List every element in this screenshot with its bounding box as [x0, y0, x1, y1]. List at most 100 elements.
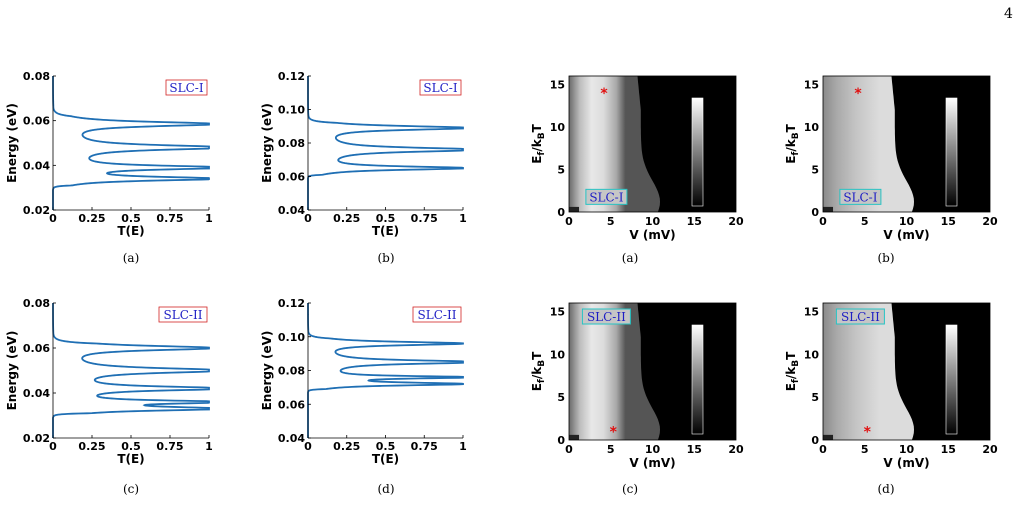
colorbar-tick-label: 60 [961, 321, 975, 332]
x-axis-label: V (mV) [883, 228, 929, 242]
map-panel: 0 5 10 15 20 0 5 10 15 V (mV) Ef/kBT 0 0.1 0.2 0.3P (M… [530, 302, 744, 496]
x-tick-label: 0.25 [78, 440, 105, 453]
colorbar-tick-label: 0.1 [707, 394, 725, 405]
y-tick-label: 0.04 [278, 204, 305, 217]
subfigure-caption: (a) [622, 251, 639, 265]
x-tick-label: 0 [565, 215, 573, 228]
x-tick-label: 0 [49, 440, 57, 453]
y-axis-label-part: E [784, 383, 798, 391]
y-axis-label: Ef/kBT [530, 351, 547, 391]
subfigure-caption: (c) [622, 482, 638, 496]
slc-label: SLC-I [589, 190, 623, 204]
y-tick-label: 0.10 [278, 104, 305, 117]
optimum-marker: * [600, 86, 608, 102]
map-region [823, 303, 914, 440]
x-tick-label: 0.25 [333, 212, 360, 225]
slc-label: SLC-I [423, 81, 457, 95]
x-tick-label: 20 [982, 215, 998, 228]
map-region [823, 76, 914, 212]
x-axis-label: T(E) [117, 224, 144, 238]
colorbar [945, 97, 958, 207]
map-frame [822, 302, 991, 441]
colorbar-tick-label: 0.3 [707, 121, 725, 132]
y-axis-label: Energy (eV) [5, 103, 19, 183]
slc-label-box [839, 188, 882, 205]
y-tick-label: 15 [804, 79, 819, 92]
y-tick-label: 0 [557, 206, 565, 219]
transmission-curve [52, 76, 210, 210]
y-tick-label: 15 [550, 79, 565, 92]
y-tick-label: 0.12 [278, 70, 305, 83]
x-tick-label: 0 [304, 440, 312, 453]
y-tick-label: 0.04 [23, 387, 50, 400]
colorbar-title: η/η_c (%) [929, 307, 986, 320]
y-axis-label-part: f [791, 379, 801, 383]
x-tick-label: 10 [899, 443, 915, 456]
y-tick-label: 0.04 [278, 432, 305, 445]
y-tick-label: 0.08 [278, 137, 305, 150]
x-tick-label: 0 [565, 443, 573, 456]
y-axis-label: Ef/kBT [530, 123, 547, 163]
subfigure-caption: (b) [377, 251, 394, 265]
transmission-panel: 0 0.25 0.5 0.75 1 0.04 0.06 0.08 0.10 0.12 T(E) Ene… [260, 70, 467, 265]
y-tick-label: 0.12 [278, 297, 305, 310]
colorbar [945, 324, 958, 435]
y-axis-label-part: B [791, 132, 801, 139]
y-axis-label-part: f [791, 152, 801, 156]
x-tick-label: 20 [982, 443, 998, 456]
y-tick-label: 0.10 [278, 331, 305, 344]
transmission-panel: 0 0.25 0.5 0.75 1 0.04 0.06 0.08 0.10 0.12 T(E) Ene… [260, 297, 467, 496]
map-frame [822, 75, 991, 213]
colorbar [691, 324, 704, 435]
x-tick-label: 5 [607, 443, 615, 456]
y-axis-label-part: B [537, 132, 547, 139]
colorbar [691, 97, 704, 207]
x-tick-label: 0.75 [411, 440, 438, 453]
slc-label-box [412, 306, 462, 323]
transmission-curve [307, 303, 464, 438]
slc-label: SLC-II [418, 308, 457, 322]
map-corner-region [569, 434, 580, 440]
map-region [569, 303, 660, 440]
slc-label: SLC-I [169, 81, 203, 95]
optimum-marker: * [864, 424, 872, 440]
x-tick-label: 0.5 [121, 440, 141, 453]
y-axis-label-part: /k [530, 366, 544, 379]
x-axis-label: V (mV) [629, 456, 675, 470]
map-panel: 0 5 10 15 20 0 5 10 15 V (mV) Ef/kBT 0 0.1 0.2 0.3 0.4P… [530, 75, 744, 265]
subfigure-caption: (a) [123, 251, 140, 265]
colorbar-tick-label: 20 [961, 394, 975, 405]
subfigure-caption: (c) [123, 482, 139, 496]
map-frame [568, 75, 737, 213]
colorbar-title: η/η_c (%) [929, 80, 986, 93]
y-axis-label-part: f [537, 379, 547, 383]
y-tick-label: 0.02 [23, 204, 50, 217]
y-tick-label: 5 [811, 391, 819, 404]
x-tick-label: 10 [645, 215, 661, 228]
slc-label: SLC-II [587, 310, 626, 324]
colorbar-tick-label: 0.4 [707, 94, 725, 105]
transmission-panel: 0 0.25 0.5 0.75 1 0.02 0.04 0.06 0.08 T(E) Energy … [5, 70, 213, 265]
x-tick-label: 1 [459, 440, 467, 453]
map-region [569, 76, 660, 212]
y-axis-label: Ef/kBT [784, 351, 801, 391]
y-tick-label: 10 [550, 121, 566, 134]
y-axis-label-part: /k [784, 138, 798, 151]
colorbar-tick-label: 0.2 [707, 148, 725, 159]
x-axis-label: T(E) [372, 224, 399, 238]
y-tick-label: 10 [550, 348, 566, 361]
y-tick-label: 0.06 [278, 398, 305, 411]
x-tick-label: 15 [941, 215, 956, 228]
slc-label: SLC-II [164, 308, 203, 322]
y-axis-label-part: T [530, 123, 544, 132]
subfigure-caption: (d) [877, 482, 894, 496]
subfigure-caption: (b) [877, 251, 894, 265]
x-axis-label: T(E) [372, 452, 399, 466]
transmission-curve [52, 303, 210, 438]
y-axis-label-part: B [791, 360, 801, 367]
x-tick-label: 5 [607, 215, 615, 228]
x-tick-label: 0.75 [156, 440, 183, 453]
colorbar-title: P (MW/m²) [667, 80, 732, 93]
colorbar-tick-label: 0.2 [707, 357, 725, 368]
y-tick-label: 5 [557, 164, 565, 177]
